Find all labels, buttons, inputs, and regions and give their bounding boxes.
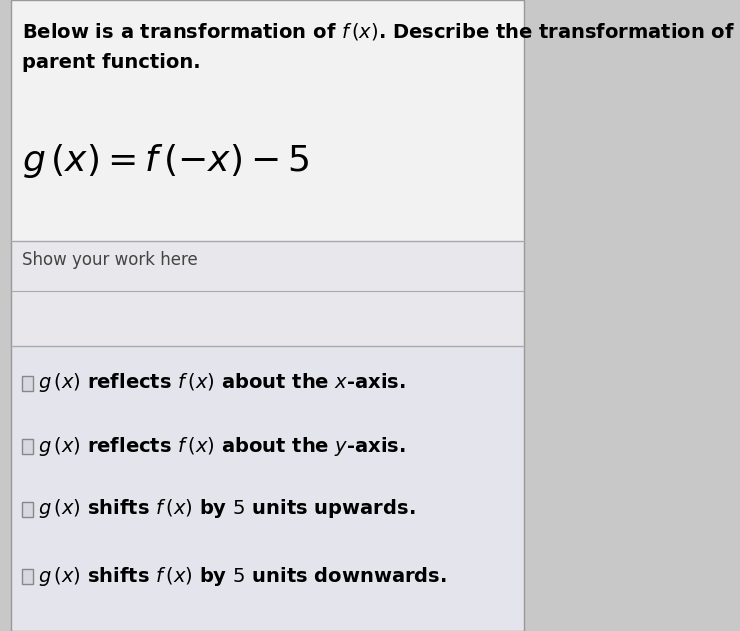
Text: $g\,(x)$ shifts $f\,(x)$ by $5$ units upwards.: $g\,(x)$ shifts $f\,(x)$ by $5$ units up… <box>38 497 416 521</box>
Bar <box>21 375 33 391</box>
Text: parent function.: parent function. <box>21 53 201 72</box>
Text: $g\,(x)$ shifts $f\,(x)$ by $5$ units downwards.: $g\,(x)$ shifts $f\,(x)$ by $5$ units do… <box>38 565 447 587</box>
Bar <box>11 346 524 631</box>
Bar <box>11 0 524 241</box>
Text: Below is a transformation of $f\,(x)$. Describe the transformation of the: Below is a transformation of $f\,(x)$. D… <box>21 21 740 42</box>
Text: $g\,(x)$ reflects $f\,(x)$ about the $x$-axis.: $g\,(x)$ reflects $f\,(x)$ about the $x$… <box>38 372 406 394</box>
Bar <box>21 439 33 454</box>
Text: Show your work here: Show your work here <box>21 251 198 269</box>
Bar <box>11 241 524 346</box>
Bar <box>21 502 33 517</box>
Text: $g\,(x) = f\,(-x) - 5$: $g\,(x) = f\,(-x) - 5$ <box>21 142 309 180</box>
Text: $g\,(x)$ reflects $f\,(x)$ about the $y$-axis.: $g\,(x)$ reflects $f\,(x)$ about the $y$… <box>38 435 406 457</box>
Bar <box>21 569 33 584</box>
